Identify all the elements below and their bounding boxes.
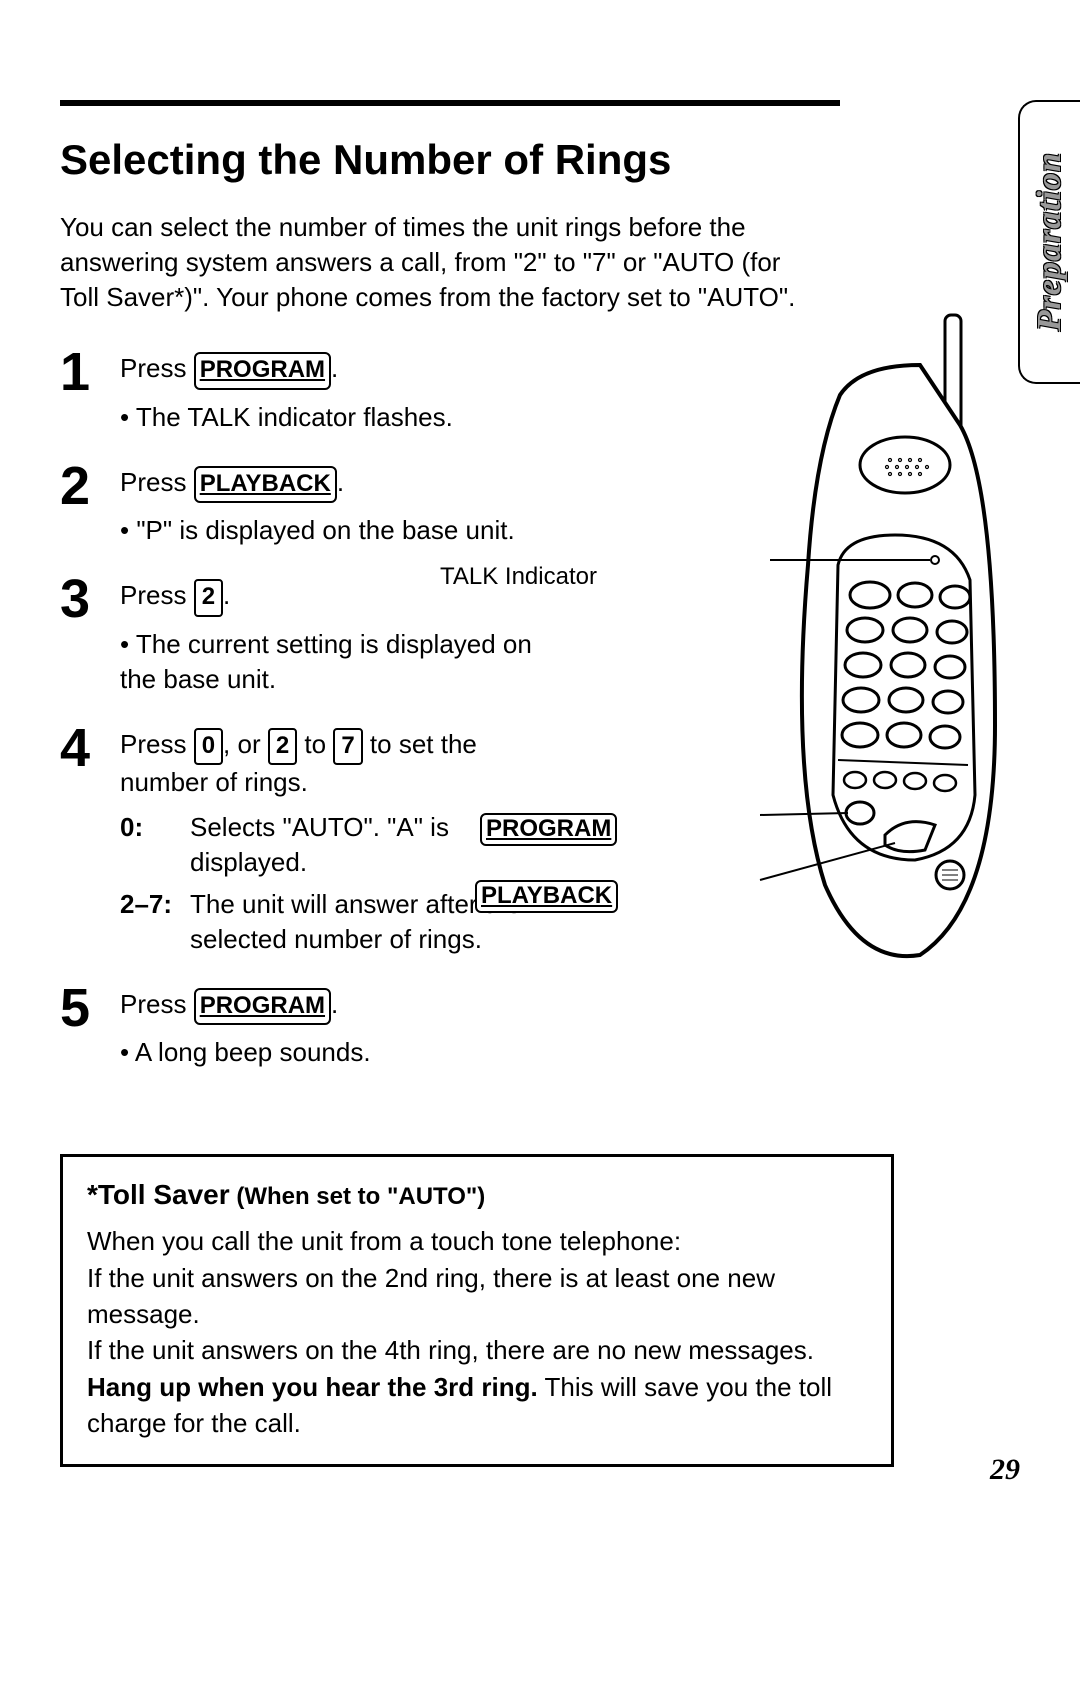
definition-key: 2–7: — [120, 887, 180, 957]
phone-illustration-area: TALK Indicator PROGRAM PLAYBACK — [580, 325, 1020, 1094]
note-body: When you call the unit from a touch tone… — [87, 1223, 867, 1441]
step-text: Press — [120, 989, 194, 1019]
program-button-label: PROGRAM — [194, 352, 331, 389]
page-title: Selecting the Number of Rings — [60, 136, 1020, 184]
toll-saver-note: *Toll Saver (When set to "AUTO") When yo… — [60, 1154, 894, 1466]
note-line: If the unit answers on the 4th ring, the… — [87, 1332, 867, 1368]
note-line: If the unit answers on the 2nd ring, the… — [87, 1260, 867, 1333]
note-line: Hang up when you hear the 3rd ring. This… — [87, 1369, 867, 1442]
note-title-sub: (When set to "AUTO") — [230, 1183, 486, 1210]
step-detail: The current setting is displayed on the … — [120, 627, 560, 697]
key-2-label: 2 — [268, 728, 297, 765]
step-text: Press — [120, 729, 194, 759]
program-button-label: PROGRAM — [194, 988, 331, 1025]
page: Preparation Selecting the Number of Ring… — [0, 0, 1080, 1527]
phone-icon — [720, 305, 1020, 985]
step-detail: "P" is displayed on the base unit. — [120, 513, 515, 548]
step-text: to — [297, 729, 333, 759]
program-button-label: PROGRAM — [480, 813, 617, 846]
step-instruction: Press 0, or 2 to 7 to set the number of … — [120, 727, 560, 800]
step-text: , or — [223, 729, 268, 759]
playback-button-label: PLAYBACK — [475, 880, 618, 913]
steps-list: 1 Press PROGRAM. The TALK indicator flas… — [60, 345, 560, 1094]
step-number: 4 — [60, 721, 104, 957]
step-text: Press — [120, 467, 194, 497]
step-number: 2 — [60, 459, 104, 548]
playback-button-label: PLAYBACK — [194, 466, 337, 503]
content-row: 1 Press PROGRAM. The TALK indicator flas… — [60, 345, 1020, 1094]
page-number: 29 — [990, 1453, 1020, 1487]
step-instruction: Press PROGRAM. — [120, 987, 371, 1025]
intro-paragraph: You can select the number of times the u… — [60, 210, 820, 315]
step-instruction: Press PROGRAM. — [120, 351, 453, 389]
key-7-label: 7 — [333, 728, 362, 765]
definition-key: 0: — [120, 810, 180, 880]
program-callout: PROGRAM — [480, 813, 617, 846]
note-title: *Toll Saver (When set to "AUTO") — [87, 1179, 867, 1211]
step-text: . — [331, 989, 338, 1019]
step-text: Press — [120, 580, 194, 610]
key-2-label: 2 — [194, 579, 223, 616]
step-number: 5 — [60, 981, 104, 1070]
note-line: When you call the unit from a touch tone… — [87, 1223, 867, 1259]
section-tab: Preparation — [1018, 100, 1080, 384]
step-text: Press — [120, 353, 194, 383]
step-detail: The TALK indicator flashes. — [120, 400, 453, 435]
step-1: 1 Press PROGRAM. The TALK indicator flas… — [60, 345, 560, 434]
step-number: 3 — [60, 572, 104, 697]
step-5: 5 Press PROGRAM. A long beep sounds. — [60, 981, 560, 1070]
step-instruction: Press PLAYBACK. — [120, 465, 515, 503]
step-body: Press PLAYBACK. "P" is displayed on the … — [120, 459, 515, 548]
section-tab-label: Preparation — [1031, 152, 1069, 331]
step-number: 1 — [60, 345, 104, 434]
step-text: . — [223, 580, 230, 610]
playback-callout: PLAYBACK — [475, 880, 618, 913]
note-title-lead: *Toll Saver — [87, 1179, 230, 1210]
step-2: 2 Press PLAYBACK. "P" is displayed on th… — [60, 459, 560, 548]
talk-indicator-callout: TALK Indicator — [440, 563, 597, 591]
callout-label: TALK Indicator — [440, 563, 597, 590]
step-body: Press PROGRAM. A long beep sounds. — [120, 981, 371, 1070]
step-text: . — [337, 467, 344, 497]
step-body: Press PROGRAM. The TALK indicator flashe… — [120, 345, 453, 434]
step-text: . — [331, 353, 338, 383]
key-0-label: 0 — [194, 728, 223, 765]
top-rule — [60, 100, 840, 106]
step-detail: A long beep sounds. — [120, 1035, 371, 1070]
note-bold: Hang up when you hear the 3rd ring. — [87, 1372, 538, 1402]
